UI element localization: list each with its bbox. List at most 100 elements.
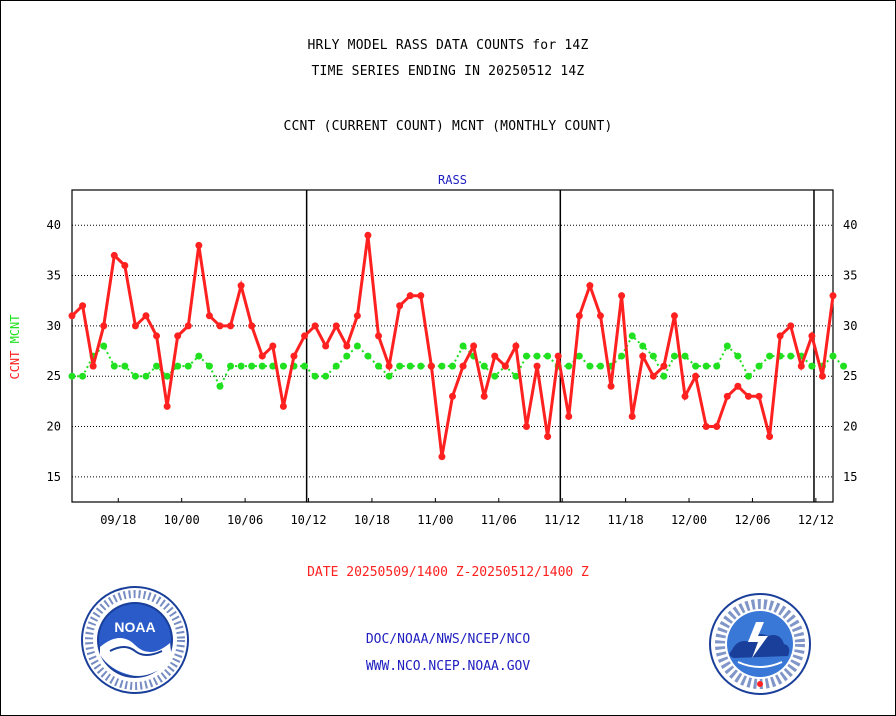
data-point-mcnt	[438, 362, 446, 370]
x-tick-label: 12/06	[734, 513, 770, 527]
data-point-mcnt	[840, 362, 848, 370]
data-point-mcnt	[702, 362, 710, 370]
data-point-ccnt	[343, 342, 351, 350]
data-point-mcnt	[480, 362, 488, 370]
data-point-mcnt	[417, 362, 425, 370]
data-point-ccnt	[237, 282, 245, 290]
x-tick-label: 10/00	[164, 513, 200, 527]
data-point-ccnt	[100, 322, 108, 330]
data-point-mcnt	[808, 362, 816, 370]
data-point-mcnt	[121, 362, 129, 370]
x-tick-label: 11/12	[544, 513, 580, 527]
y-tick-label-right: 30	[843, 319, 857, 333]
date-range-label: DATE 20250509/1400 Z-20250512/1400 Z	[307, 565, 589, 580]
data-point-ccnt	[723, 392, 731, 400]
data-point-ccnt	[427, 362, 435, 370]
data-point-mcnt	[205, 362, 213, 370]
data-point-ccnt	[734, 382, 742, 390]
data-point-ccnt	[269, 342, 277, 350]
y-tick-label-right: 35	[843, 269, 857, 283]
x-tick-label: 10/18	[354, 513, 390, 527]
data-point-mcnt	[375, 362, 383, 370]
data-point-ccnt	[375, 332, 383, 340]
data-point-ccnt	[797, 362, 805, 370]
data-point-mcnt	[544, 352, 552, 360]
data-point-ccnt	[121, 261, 129, 269]
data-point-mcnt	[195, 352, 203, 360]
data-point-mcnt	[79, 372, 87, 380]
data-point-ccnt	[702, 423, 710, 431]
data-point-mcnt	[713, 362, 721, 370]
data-point-ccnt	[470, 342, 478, 350]
y-tick-label-right: 40	[843, 218, 857, 232]
data-point-mcnt	[142, 372, 150, 380]
data-point-ccnt	[248, 322, 256, 330]
data-point-mcnt	[755, 362, 763, 370]
header-legend-description: CCNT (CURRENT COUNT) MCNT (MONTHLY COUNT…	[283, 119, 613, 134]
data-point-ccnt	[491, 352, 499, 360]
data-point-mcnt	[829, 352, 837, 360]
data-point-ccnt	[744, 392, 752, 400]
data-point-ccnt	[829, 292, 837, 300]
data-point-ccnt	[163, 402, 171, 410]
data-point-mcnt	[311, 372, 319, 380]
header-title-line1: HRLY MODEL RASS DATA COUNTS for 14Z	[307, 38, 589, 53]
data-point-mcnt	[237, 362, 245, 370]
data-point-ccnt	[89, 362, 97, 370]
data-point-ccnt	[153, 332, 161, 340]
data-point-mcnt	[385, 372, 393, 380]
website-label: WWW.NCO.NCEP.NOAA.GOV	[365, 659, 531, 674]
data-point-ccnt	[639, 352, 647, 360]
data-point-ccnt	[142, 312, 150, 320]
data-point-mcnt	[227, 362, 235, 370]
data-point-ccnt	[449, 392, 456, 400]
data-point-ccnt	[787, 322, 795, 330]
data-point-mcnt	[744, 372, 752, 380]
data-point-ccnt	[68, 312, 76, 320]
y-tick-label-left: 20	[47, 420, 61, 434]
y-tick-label-left: 30	[47, 319, 61, 333]
data-point-mcnt	[258, 362, 266, 370]
data-point-ccnt	[755, 392, 763, 400]
data-point-mcnt	[131, 372, 139, 380]
data-point-ccnt	[818, 372, 826, 380]
data-point-mcnt	[681, 352, 689, 360]
data-point-ccnt	[544, 433, 552, 441]
data-point-ccnt	[522, 423, 530, 431]
data-point-ccnt	[406, 292, 414, 300]
data-point-ccnt	[628, 412, 636, 420]
y-tick-label-left: 25	[47, 369, 61, 383]
data-point-mcnt	[692, 362, 700, 370]
data-point-mcnt	[364, 352, 372, 360]
data-point-mcnt	[449, 362, 456, 370]
data-point-ccnt	[301, 332, 309, 340]
x-tick-label: 11/00	[417, 513, 453, 527]
data-point-ccnt	[808, 332, 816, 340]
data-point-ccnt	[205, 312, 213, 320]
data-point-ccnt	[195, 241, 203, 249]
data-point-mcnt	[565, 362, 573, 370]
y-axis-label-mcnt: MCNT	[8, 314, 22, 343]
data-point-mcnt	[533, 352, 541, 360]
data-point-mcnt	[522, 352, 530, 360]
header-title-line2: TIME SERIES ENDING IN 20250512 14Z	[311, 64, 585, 79]
data-point-mcnt	[586, 362, 594, 370]
data-point-mcnt	[596, 362, 604, 370]
data-point-mcnt	[353, 342, 361, 350]
y-tick-label-right: 15	[843, 470, 857, 484]
series-line-ccnt	[70, 235, 835, 457]
noaa-logo-text: NOAA	[114, 619, 155, 635]
data-point-mcnt	[723, 342, 731, 350]
data-point-ccnt	[670, 312, 678, 320]
data-point-mcnt	[248, 362, 256, 370]
data-point-ccnt	[681, 392, 689, 400]
data-point-mcnt	[766, 352, 774, 360]
data-point-ccnt	[554, 352, 562, 360]
data-point-mcnt	[153, 362, 161, 370]
data-point-ccnt	[258, 352, 266, 360]
data-point-mcnt	[649, 352, 657, 360]
data-point-ccnt	[480, 392, 488, 400]
data-point-mcnt	[322, 372, 330, 380]
y-axis-label-ccnt: CCNT	[8, 343, 22, 379]
